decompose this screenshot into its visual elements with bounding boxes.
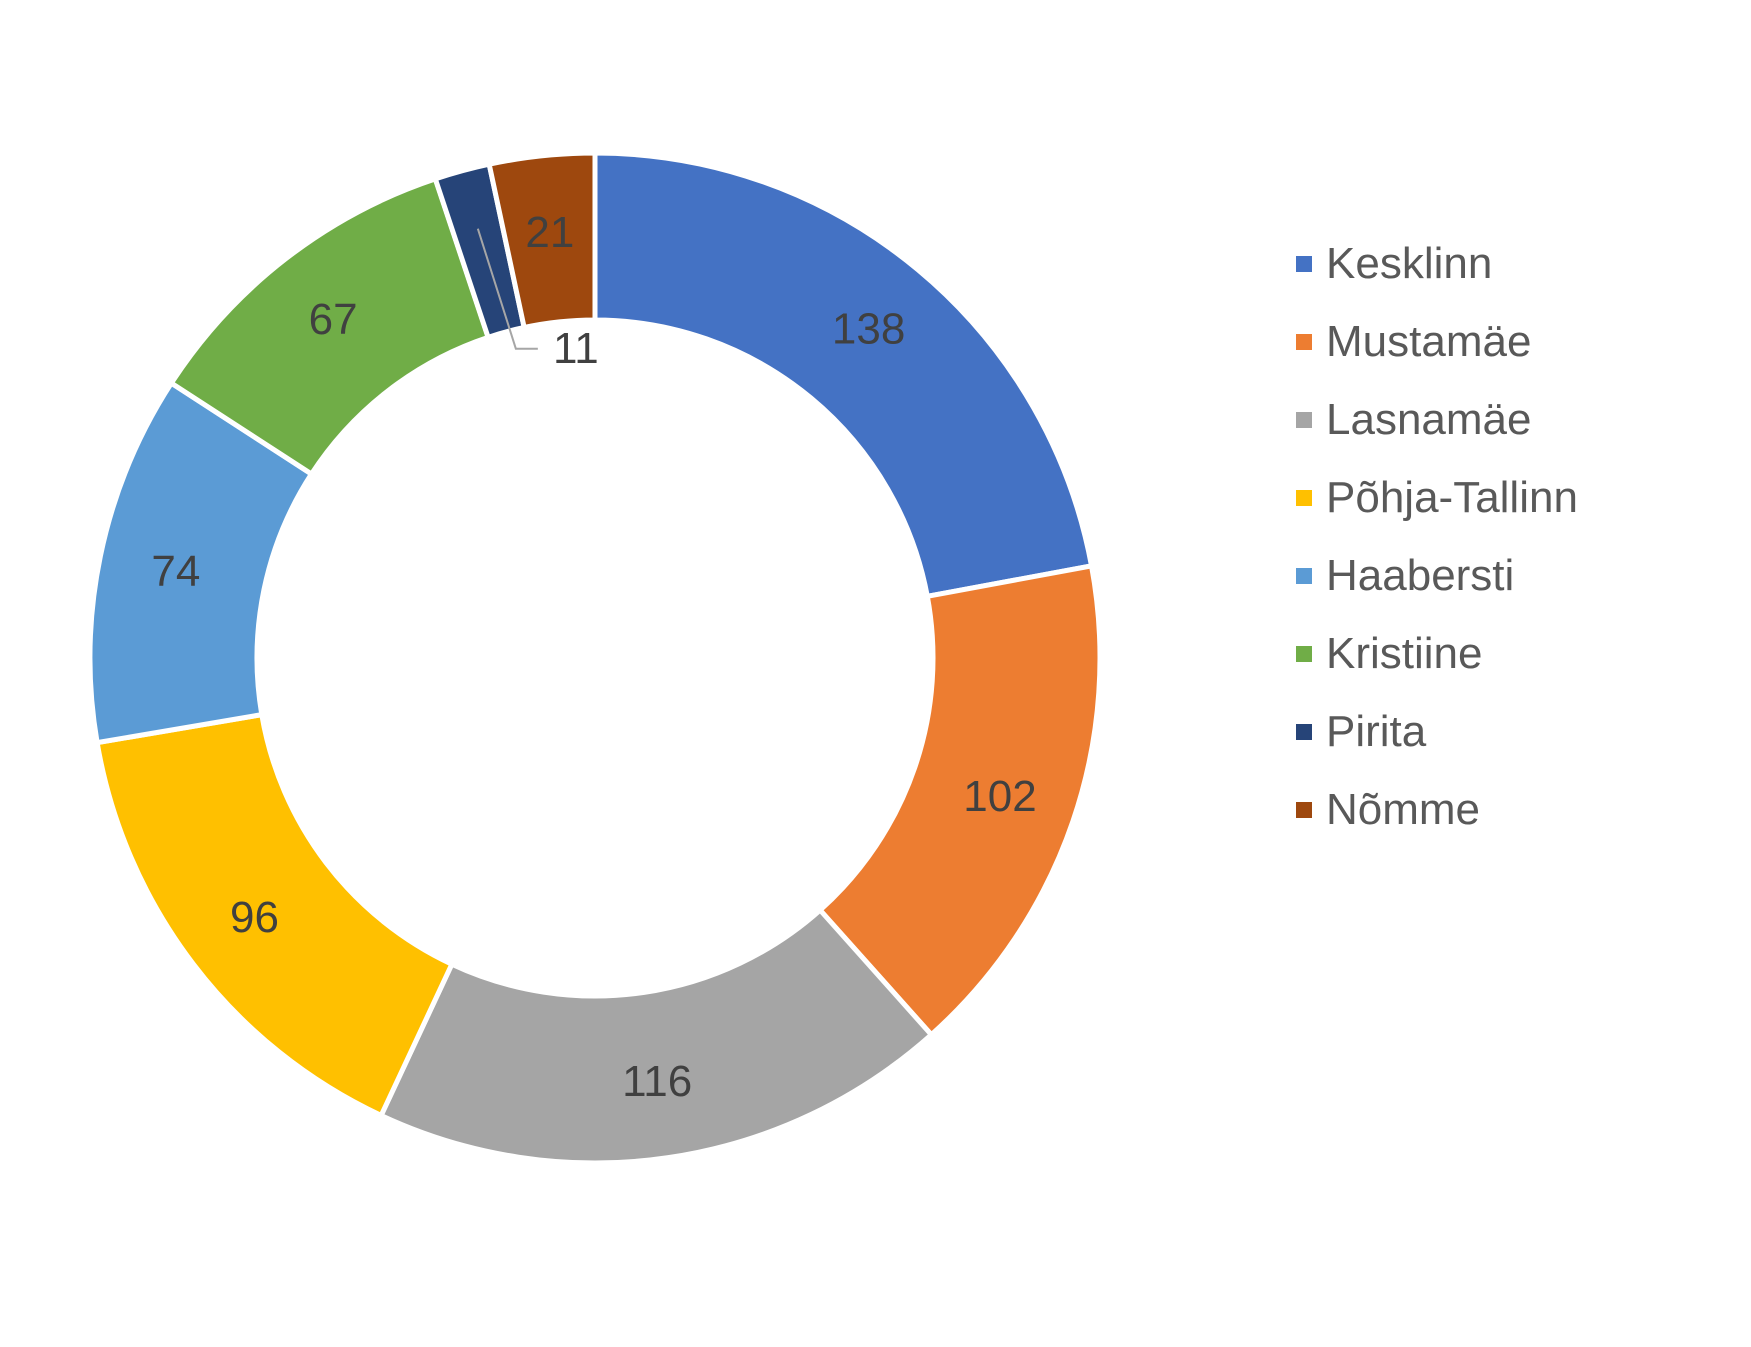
legend-label: Haabersti (1326, 551, 1515, 600)
legend-swatch (1296, 646, 1312, 662)
legend-swatch (1296, 568, 1312, 584)
data-label-mustamae: 102 (963, 772, 1036, 821)
data-labels: 138 102 116 96 74 67 11 21 (151, 208, 1036, 1106)
legend-item-haabersti: Haabersti (1296, 537, 1578, 615)
slice-pohja-tallinn (94, 711, 456, 1119)
legend-label: Lasnamäe (1326, 395, 1532, 444)
slice-lasnamae (377, 906, 935, 1166)
legend-swatch (1296, 334, 1312, 350)
legend-item-mustamae: Mustamäe (1296, 303, 1578, 381)
legend-item-pohja-tallinn: Põhja-Tallinn (1296, 459, 1578, 537)
slice-kesklinn (592, 150, 1095, 600)
legend-item-pirita: Pirita (1296, 693, 1578, 771)
slice-mustamae (816, 562, 1103, 1039)
legend-label: Mustamäe (1326, 317, 1532, 366)
data-label-pohja-tallinn: 96 (230, 893, 279, 942)
legend-swatch (1296, 802, 1312, 818)
donut-slices (87, 150, 1103, 1166)
legend-swatch (1296, 412, 1312, 428)
legend-item-kesklinn: Kesklinn (1296, 225, 1578, 303)
data-label-kesklinn: 138 (832, 304, 905, 353)
data-label-haabersti: 74 (151, 547, 200, 596)
legend-label: Nõmme (1326, 785, 1481, 834)
legend: Kesklinn Mustamäe Lasnamäe Põhja-Tallinn Haa… (1296, 225, 1578, 849)
slice-nomme (486, 150, 598, 331)
legend-item-nomme: Nõmme (1296, 771, 1578, 849)
legend-label: Põhja-Tallinn (1326, 473, 1578, 522)
data-label-nomme: 21 (525, 208, 574, 257)
legend-item-kristiine: Kristiine (1296, 615, 1578, 693)
legend-swatch (1296, 256, 1312, 272)
data-label-pirita: 11 (553, 324, 599, 373)
legend-swatch (1296, 724, 1312, 740)
data-label-lasnamae: 116 (622, 1057, 692, 1106)
data-label-kristiine: 67 (309, 295, 358, 344)
legend-label: Kesklinn (1326, 239, 1493, 288)
leader-line-pirita (476, 228, 538, 350)
legend-label: Kristiine (1326, 629, 1483, 678)
legend-swatch (1296, 490, 1312, 506)
legend-item-lasnamae: Lasnamäe (1296, 381, 1578, 459)
legend-label: Pirita (1326, 707, 1427, 756)
